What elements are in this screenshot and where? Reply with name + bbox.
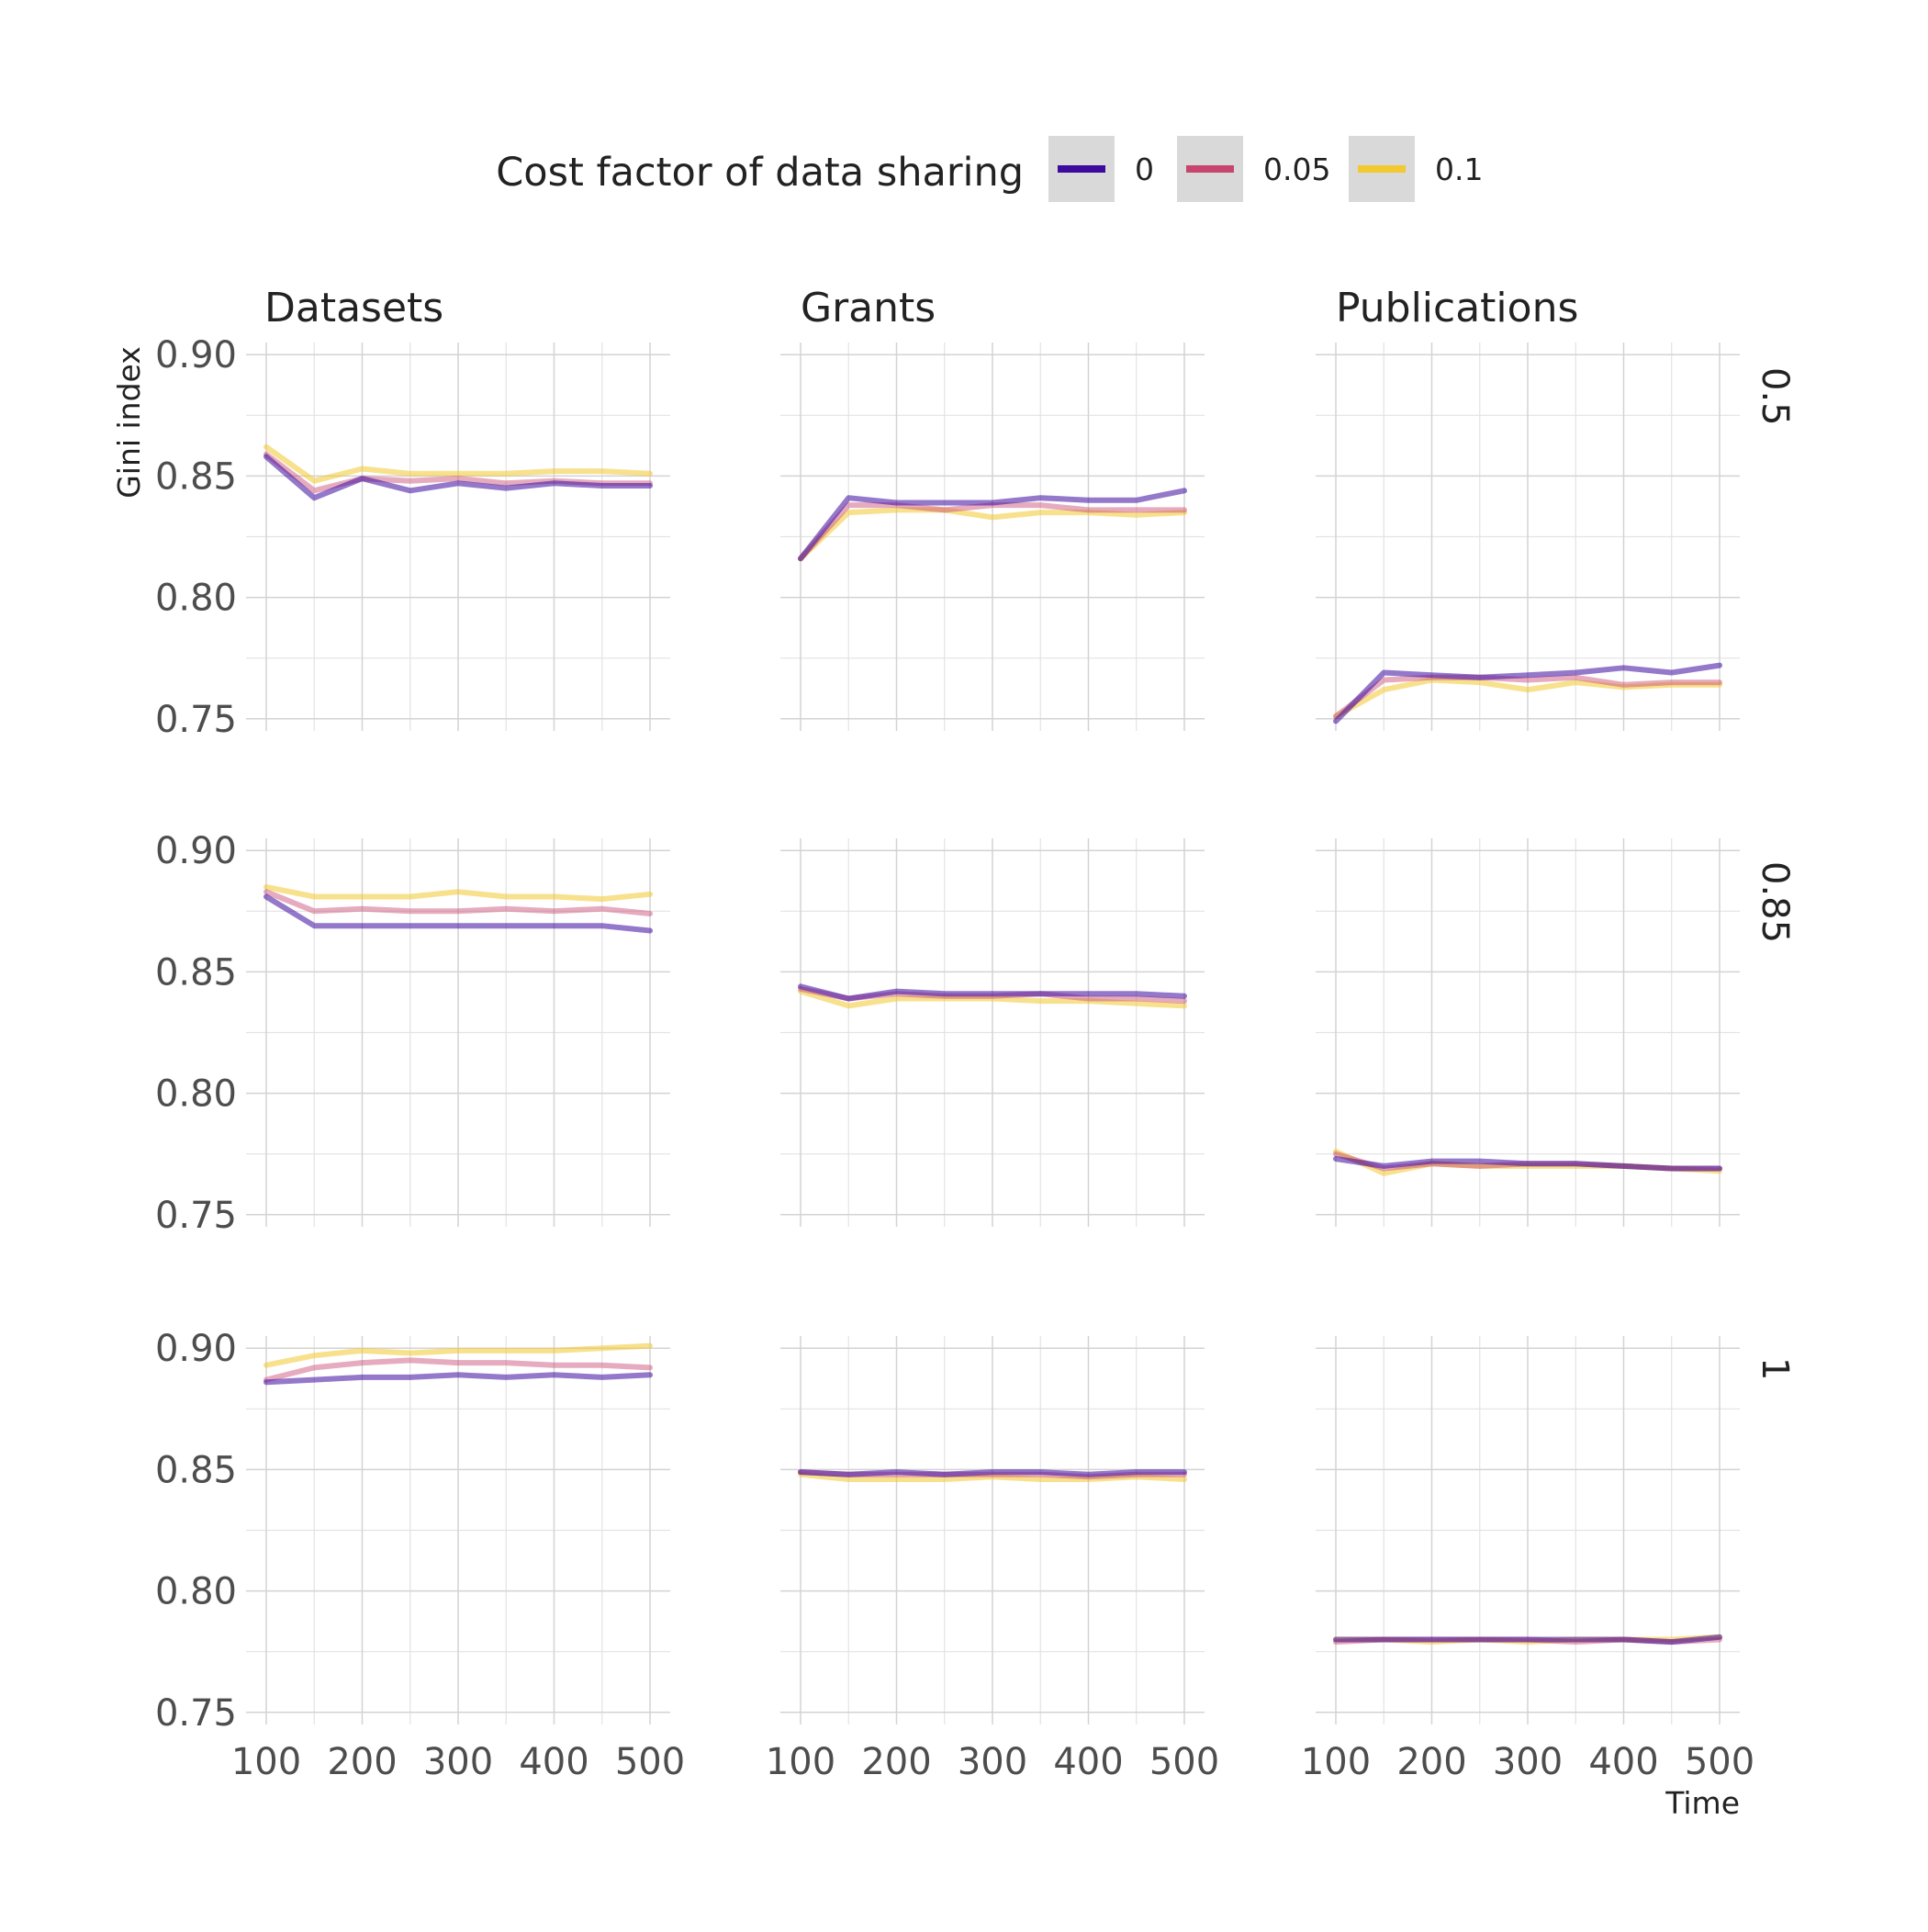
legend-item-1: 0.05: [1177, 136, 1330, 202]
legend-label-2: 0.1: [1435, 152, 1483, 187]
y-tick-label: 0.90: [155, 334, 237, 376]
x-tick-label: 400: [1588, 1741, 1658, 1783]
series-line-0: [263, 454, 653, 501]
series-line-0: [798, 983, 1187, 1002]
y-tick-label: 0.75: [155, 1692, 237, 1735]
x-tick-label: 100: [231, 1741, 301, 1783]
series-line-0.1: [798, 988, 1187, 1009]
y-tick-label: 0.90: [155, 830, 237, 872]
series-line-0.1: [798, 1471, 1187, 1482]
y-tick-label: 0.80: [155, 1073, 237, 1116]
series-line-0: [1333, 1634, 1722, 1646]
panel-datasets-0.85: 0.75 0.80 0.85 0.90: [155, 830, 670, 1237]
panel-datasets-0.5: 0.75 0.80 0.85 0.90: [155, 334, 670, 741]
y-tick-label: 0.80: [155, 1571, 237, 1613]
series-line-0.05: [1333, 674, 1722, 720]
y-tick-label: 0.85: [155, 951, 237, 994]
facet-title-publications: Publications: [1336, 285, 1578, 331]
facet-row-label-0.5: 0.5: [1754, 367, 1796, 426]
x-tick-label: 500: [615, 1741, 685, 1783]
series-line-0.05: [263, 889, 653, 916]
y-tick-label: 0.85: [155, 1449, 237, 1491]
x-tick-label: 500: [1149, 1741, 1219, 1783]
series-line-0.1: [263, 444, 653, 484]
y-tick-label: 0.80: [155, 578, 237, 620]
x-tick-label: 200: [861, 1741, 931, 1783]
legend-item-2: 0.1: [1349, 136, 1483, 202]
legend-item-0: 0: [1048, 136, 1154, 202]
series-line-0: [263, 893, 653, 934]
x-tick-label: 300: [423, 1741, 493, 1783]
x-tick-label: 300: [958, 1741, 1027, 1783]
panel-publications-0.85: [1316, 838, 1740, 1227]
panel-grants-0.85: [780, 838, 1205, 1227]
series-line-0: [1333, 1156, 1722, 1172]
y-tick-label: 0.90: [155, 1328, 237, 1370]
series-line-0: [1333, 662, 1722, 724]
legend: Cost factor of data sharing 0 0.05 0.1: [496, 136, 1483, 202]
facet-title-datasets: Datasets: [264, 285, 443, 331]
panels: 0.75 0.80 0.85 0.90 0.75 0.80 0.85 0.90 0.75 0.80…: [155, 334, 1754, 1783]
legend-label-0: 0: [1135, 152, 1154, 187]
legend-label-1: 0.05: [1263, 152, 1330, 187]
series-line-0: [798, 1469, 1187, 1477]
x-tick-label: 400: [519, 1741, 588, 1783]
panel-datasets-1: 0.75 0.80 0.85 0.90 100 200 300 400 500: [155, 1328, 685, 1783]
legend-title: Cost factor of data sharing: [496, 150, 1024, 196]
series-line-0: [798, 488, 1187, 562]
panel-publications-0.5: [1316, 343, 1740, 731]
facet-row-label-1: 1: [1754, 1357, 1796, 1380]
x-tick-label: 200: [1396, 1741, 1466, 1783]
panel-grants-1: 100 200 300 400 500: [766, 1336, 1219, 1783]
y-tick-label: 0.85: [155, 455, 237, 498]
x-tick-label: 100: [1301, 1741, 1371, 1783]
x-axis-title: Time: [1665, 1785, 1740, 1821]
series-line-0.1: [263, 883, 653, 903]
panel-grants-0.5: [780, 343, 1205, 731]
x-tick-label: 200: [327, 1741, 397, 1783]
x-tick-label: 300: [1493, 1741, 1563, 1783]
facet-title-grants: Grants: [801, 285, 936, 331]
x-tick-label: 100: [766, 1741, 835, 1783]
y-tick-label: 0.75: [155, 1195, 237, 1237]
facet-row-label-0.85: 0.85: [1754, 861, 1796, 943]
series-line-0.1: [798, 507, 1187, 562]
y-axis-title: Gini index: [111, 346, 147, 499]
series-line-0.05: [263, 1357, 653, 1383]
series-line-0: [263, 1372, 653, 1386]
y-tick-label: 0.75: [155, 699, 237, 741]
series-line-0.1: [263, 1342, 653, 1368]
x-tick-label: 400: [1053, 1741, 1123, 1783]
series-line-0.1: [1333, 677, 1722, 720]
panel-publications-1: 100 200 300 400 500: [1301, 1336, 1754, 1783]
x-tick-label: 500: [1685, 1741, 1754, 1783]
